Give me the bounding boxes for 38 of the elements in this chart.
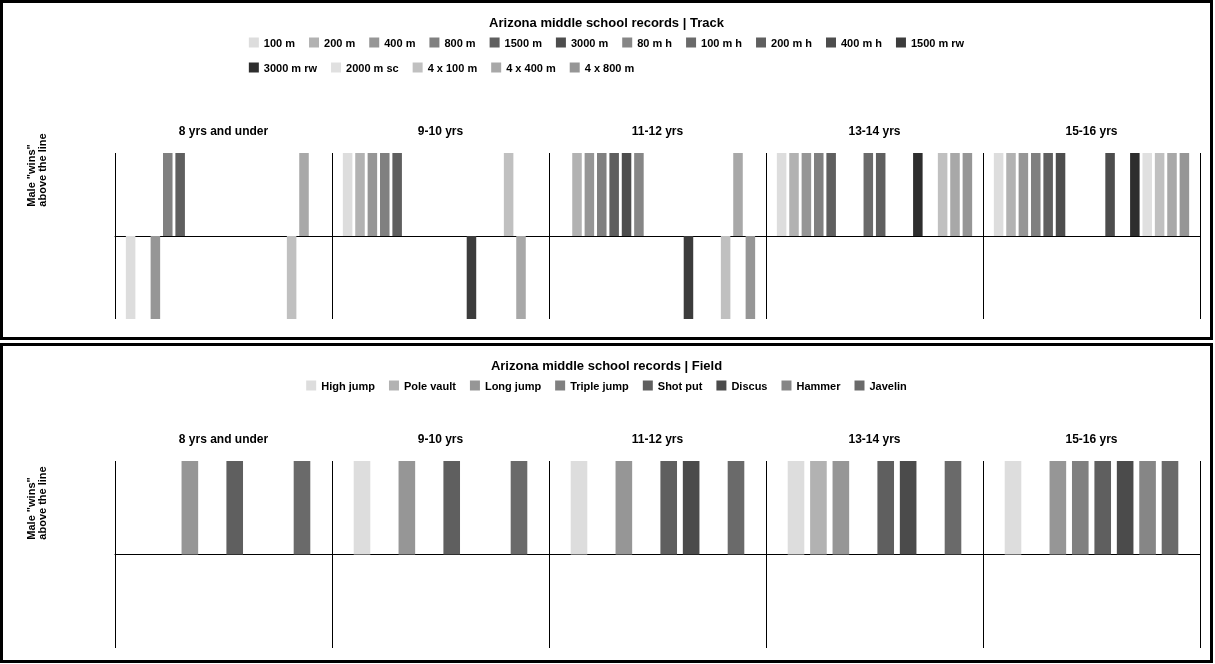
x-tick-label: 11-12 yrs [631, 432, 684, 446]
legend-label: 4 x 100 m [427, 61, 478, 74]
x-tick-label: 13-14 yrs [848, 124, 901, 138]
legend-label: 3000 m rw [263, 61, 318, 74]
legend-label: Hammer [796, 379, 842, 392]
legend-label: Discus [731, 379, 768, 392]
legend-label: Javelin [869, 379, 908, 392]
legend-label: 800 m [444, 36, 476, 49]
legend-label: 3000 m [570, 36, 609, 49]
legend-label: 400 m [384, 36, 416, 49]
legend-label: 400 m h [840, 36, 883, 49]
x-tick-label: 8 yrs and under [178, 432, 269, 446]
legend-label: 100 m [263, 36, 296, 49]
x-tick-label: 15-16 yrs [1065, 124, 1118, 138]
legend-label: Long jump [484, 379, 542, 392]
legend-label: 1500 m rw [910, 36, 965, 49]
legend-label: 200 m [324, 36, 356, 49]
legend-label: 100 m h [701, 36, 743, 49]
legend-label: 4 x 800 m [584, 61, 635, 74]
y-axis-title: Male "wins" above the line [24, 133, 48, 207]
legend-label: 1500 m [504, 36, 543, 49]
legend-label: High jump [321, 379, 376, 392]
x-tick-label: 15-16 yrs [1065, 432, 1118, 446]
legend-label: 2000 m sc [346, 61, 399, 74]
legend-label: Triple jump [570, 379, 630, 392]
x-tick-label: 11-12 yrs [631, 124, 684, 138]
x-tick-label: 13-14 yrs [848, 432, 901, 446]
y-axis-title: Male "wins" above the line [24, 466, 48, 540]
chart-title: Arizona middle school records | Field [490, 358, 723, 373]
legend-label: Pole vault [403, 379, 457, 392]
legend-label: 200 m h [771, 36, 813, 49]
legend-label: Shot put [657, 379, 703, 392]
x-tick-label: 8 yrs and under [178, 124, 269, 138]
x-tick-label: 9-10 yrs [417, 124, 464, 138]
x-tick-label: 9-10 yrs [417, 432, 464, 446]
legend-label: 80 m h [637, 36, 673, 49]
chart-title: Arizona middle school records | Track [489, 15, 725, 30]
legend-label: 4 x 400 m [506, 61, 556, 74]
